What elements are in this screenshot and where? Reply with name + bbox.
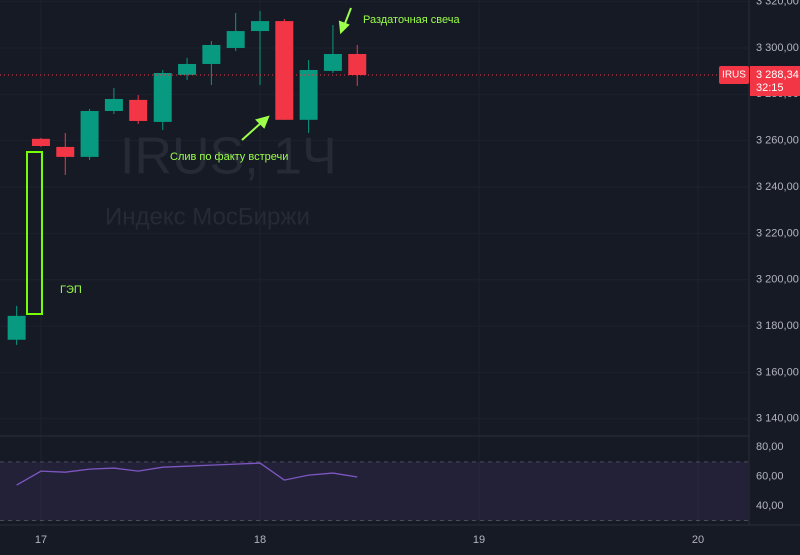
arrows	[241, 7, 352, 141]
x-tick-label: 19	[473, 534, 485, 546]
axes: 3 140,00 3 160,00 3 180,00 3 200,00 3 220,00…	[35, 0, 800, 546]
y-tick-label: 3 240,00	[756, 181, 799, 193]
arrow	[241, 121, 263, 141]
y-tick-label: 3 140,00	[756, 413, 799, 425]
candle-body	[275, 21, 294, 120]
grid	[0, 461, 748, 522]
annotation: Слив по факту встречи	[170, 151, 288, 163]
annotation: Раздаточная свеча	[363, 14, 460, 26]
candle-body	[104, 98, 123, 112]
y-tick-label: 3 200,00	[756, 274, 799, 286]
y-tick-label: 3 220,00	[756, 227, 799, 239]
candle-body	[323, 53, 342, 71]
watermark: Индекс МосБиржи	[105, 203, 310, 230]
price-tag	[750, 65, 800, 96]
candle-body	[299, 69, 318, 120]
arrow-head	[255, 115, 270, 129]
candle-body	[129, 99, 148, 121]
candle-body	[7, 315, 26, 340]
candle-body	[348, 53, 367, 75]
y-tick-label: 40,00	[756, 500, 784, 512]
candle-body	[178, 63, 197, 75]
y-tick-label: 3 300,00	[756, 42, 799, 54]
annotation: ГЭП	[60, 284, 82, 296]
candle-body	[56, 146, 75, 157]
candle-body	[250, 21, 269, 32]
symbol-label: IRUS	[722, 70, 746, 81]
watermark: IRUS, 1Ч	[120, 128, 337, 186]
candle-body	[153, 73, 172, 122]
rsi-line	[16, 462, 358, 486]
candle-body	[31, 138, 50, 147]
candle-body	[202, 44, 221, 64]
y-tick-label: 3 260,00	[756, 135, 799, 147]
candle-body	[226, 31, 245, 48]
x-tick-label: 20	[692, 534, 704, 546]
countdown: 32:15	[756, 82, 784, 94]
y-tick-label: 80,00	[756, 441, 784, 453]
y-tick-label: 3 320,00	[756, 0, 799, 8]
rsi-band	[0, 461, 748, 521]
y-tick-label: 3 180,00	[756, 320, 799, 332]
marks	[0, 10, 748, 486]
x-tick-label: 17	[35, 534, 47, 546]
y-tick-label: 3 160,00	[756, 366, 799, 378]
last-price-label: 3 288,34	[756, 69, 799, 81]
symbol-tag	[719, 65, 749, 84]
x-tick-label: 18	[254, 534, 266, 546]
gap-box	[26, 151, 43, 315]
y-tick-label: 60,00	[756, 470, 784, 482]
candle-body	[80, 111, 99, 157]
arrow-head	[338, 20, 350, 35]
